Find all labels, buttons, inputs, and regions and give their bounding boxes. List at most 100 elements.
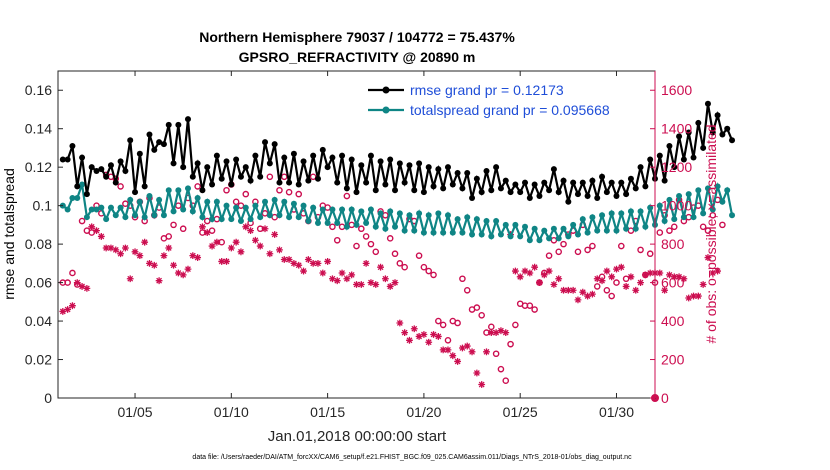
totalspread-point <box>363 219 370 226</box>
rmse-point <box>661 177 668 184</box>
rmse-point <box>262 139 269 146</box>
obs-possible-point <box>699 223 707 231</box>
rmse-point <box>247 177 254 184</box>
rmse-point <box>599 173 606 180</box>
obs-assimilated-point <box>680 275 688 283</box>
rmse-point <box>613 193 620 200</box>
obs-possible-point <box>473 304 481 311</box>
y-tick-label: 0.04 <box>25 313 52 329</box>
totalspread-point <box>156 196 163 203</box>
obs-possible-point <box>223 186 230 194</box>
totalspread-point <box>228 216 235 223</box>
obs-assimilated-point <box>690 292 697 300</box>
obs-assimilated-point <box>261 225 269 233</box>
totalspread-point <box>444 212 451 219</box>
totalspread-point <box>305 218 312 225</box>
rmse-point <box>425 164 432 171</box>
obs-assimilated-point <box>420 331 428 338</box>
rmse-point <box>343 185 350 192</box>
obs-assimilated-point <box>430 331 437 338</box>
obs-assimilated-point <box>126 275 134 283</box>
obs-assimilated-point <box>714 267 721 275</box>
totalspread-point <box>440 229 447 236</box>
obs-assimilated-point <box>564 286 572 294</box>
obs-assimilated-point <box>122 244 129 252</box>
y-tick-label: 0.16 <box>25 82 52 98</box>
totalspread-point <box>262 198 269 205</box>
obs-assimilated-point <box>391 279 399 286</box>
totalspread-point <box>507 233 514 240</box>
y-tick-label: 0.06 <box>25 275 52 291</box>
rmse-point <box>666 143 673 150</box>
totalspread-point <box>180 206 187 213</box>
totalspread-point <box>661 218 668 225</box>
obs-assimilated-point <box>160 252 168 260</box>
totalspread-point <box>579 216 586 223</box>
rmse-point <box>281 154 288 161</box>
rmse-point <box>401 179 408 186</box>
obs-possible-point <box>463 286 471 294</box>
totalspread-point <box>329 206 336 213</box>
obs-assimilated-point <box>319 269 327 277</box>
totalspread-point <box>83 214 90 221</box>
rmse-point <box>531 181 538 188</box>
obs-assimilated-point <box>536 279 543 286</box>
obs-possible-point <box>194 183 201 190</box>
totalspread-point <box>199 214 206 221</box>
rmse-point <box>719 131 726 138</box>
obs-assimilated-point <box>83 284 91 292</box>
obs-assimilated-point <box>622 283 630 290</box>
rmse-point <box>502 177 509 184</box>
totalspread-point <box>425 212 432 219</box>
obs-assimilated-point <box>69 302 76 310</box>
obs-possible-point <box>401 263 408 271</box>
totalspread-point <box>608 210 615 217</box>
obs-assimilated-point <box>425 338 433 346</box>
totalspread-point <box>623 225 630 232</box>
rmse-point <box>478 189 485 196</box>
rmse-point <box>339 152 346 159</box>
obs-possible-point <box>367 240 375 248</box>
rmse-point <box>555 189 562 196</box>
totalspread-point <box>69 194 76 201</box>
obs-assimilated-point <box>184 265 192 273</box>
totalspread-point <box>719 198 726 205</box>
obs-assimilated-point <box>627 273 635 281</box>
obs-possible-point <box>343 192 351 200</box>
obs-assimilated-point <box>459 344 466 352</box>
obs-assimilated-point <box>242 223 250 231</box>
rmse-point <box>570 179 577 186</box>
rmse-point <box>565 198 572 205</box>
rmse-point <box>560 177 567 184</box>
rmse-point <box>286 179 293 186</box>
rmse-point <box>579 179 586 186</box>
totalspread-point <box>714 183 721 190</box>
totalspread-point <box>151 212 158 219</box>
totalspread-point <box>685 191 692 198</box>
totalspread-point <box>88 206 95 213</box>
rmse-point <box>59 156 66 163</box>
obs-assimilated-point <box>613 265 620 273</box>
rmse-point <box>353 189 360 196</box>
rmse-point <box>151 146 158 153</box>
totalspread-point <box>290 200 297 207</box>
obs-possible-point <box>492 350 500 358</box>
obs-assimilated-point <box>256 242 264 250</box>
obs-possible-point <box>584 246 591 254</box>
obs-assimilated-point <box>203 229 211 236</box>
rmse-point <box>603 189 610 196</box>
x-tick-label: 01/25 <box>503 404 538 420</box>
obs-assimilated-point <box>208 242 216 250</box>
obs-assimilated-point <box>150 261 158 269</box>
totalspread-point <box>690 214 697 221</box>
totalspread-point <box>546 235 553 242</box>
obs-assimilated-point <box>637 279 644 286</box>
rmse-point <box>209 181 216 188</box>
totalspread-point <box>420 229 427 236</box>
totalspread-point <box>281 198 288 205</box>
rmse-point <box>444 164 451 171</box>
rmse-point <box>83 191 90 198</box>
rmse-point <box>680 156 687 163</box>
totalspread-point <box>160 212 167 219</box>
obs-assimilated-point <box>670 273 678 281</box>
